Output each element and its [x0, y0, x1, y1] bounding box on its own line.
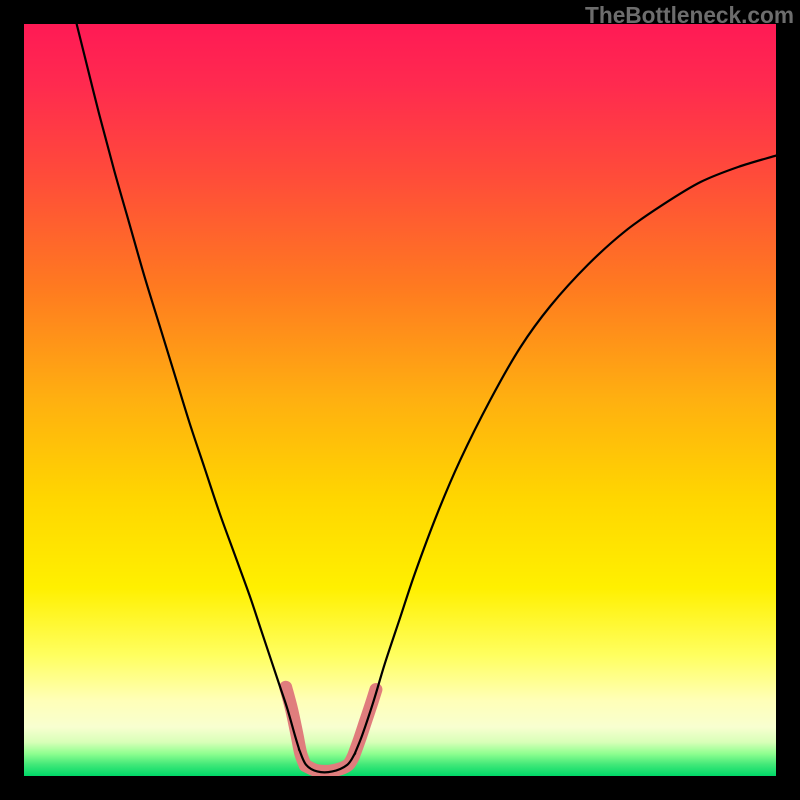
gradient-background — [24, 24, 776, 776]
chart-container: TheBottleneck.com — [0, 0, 800, 800]
bottleneck-curve-chart — [0, 0, 800, 800]
